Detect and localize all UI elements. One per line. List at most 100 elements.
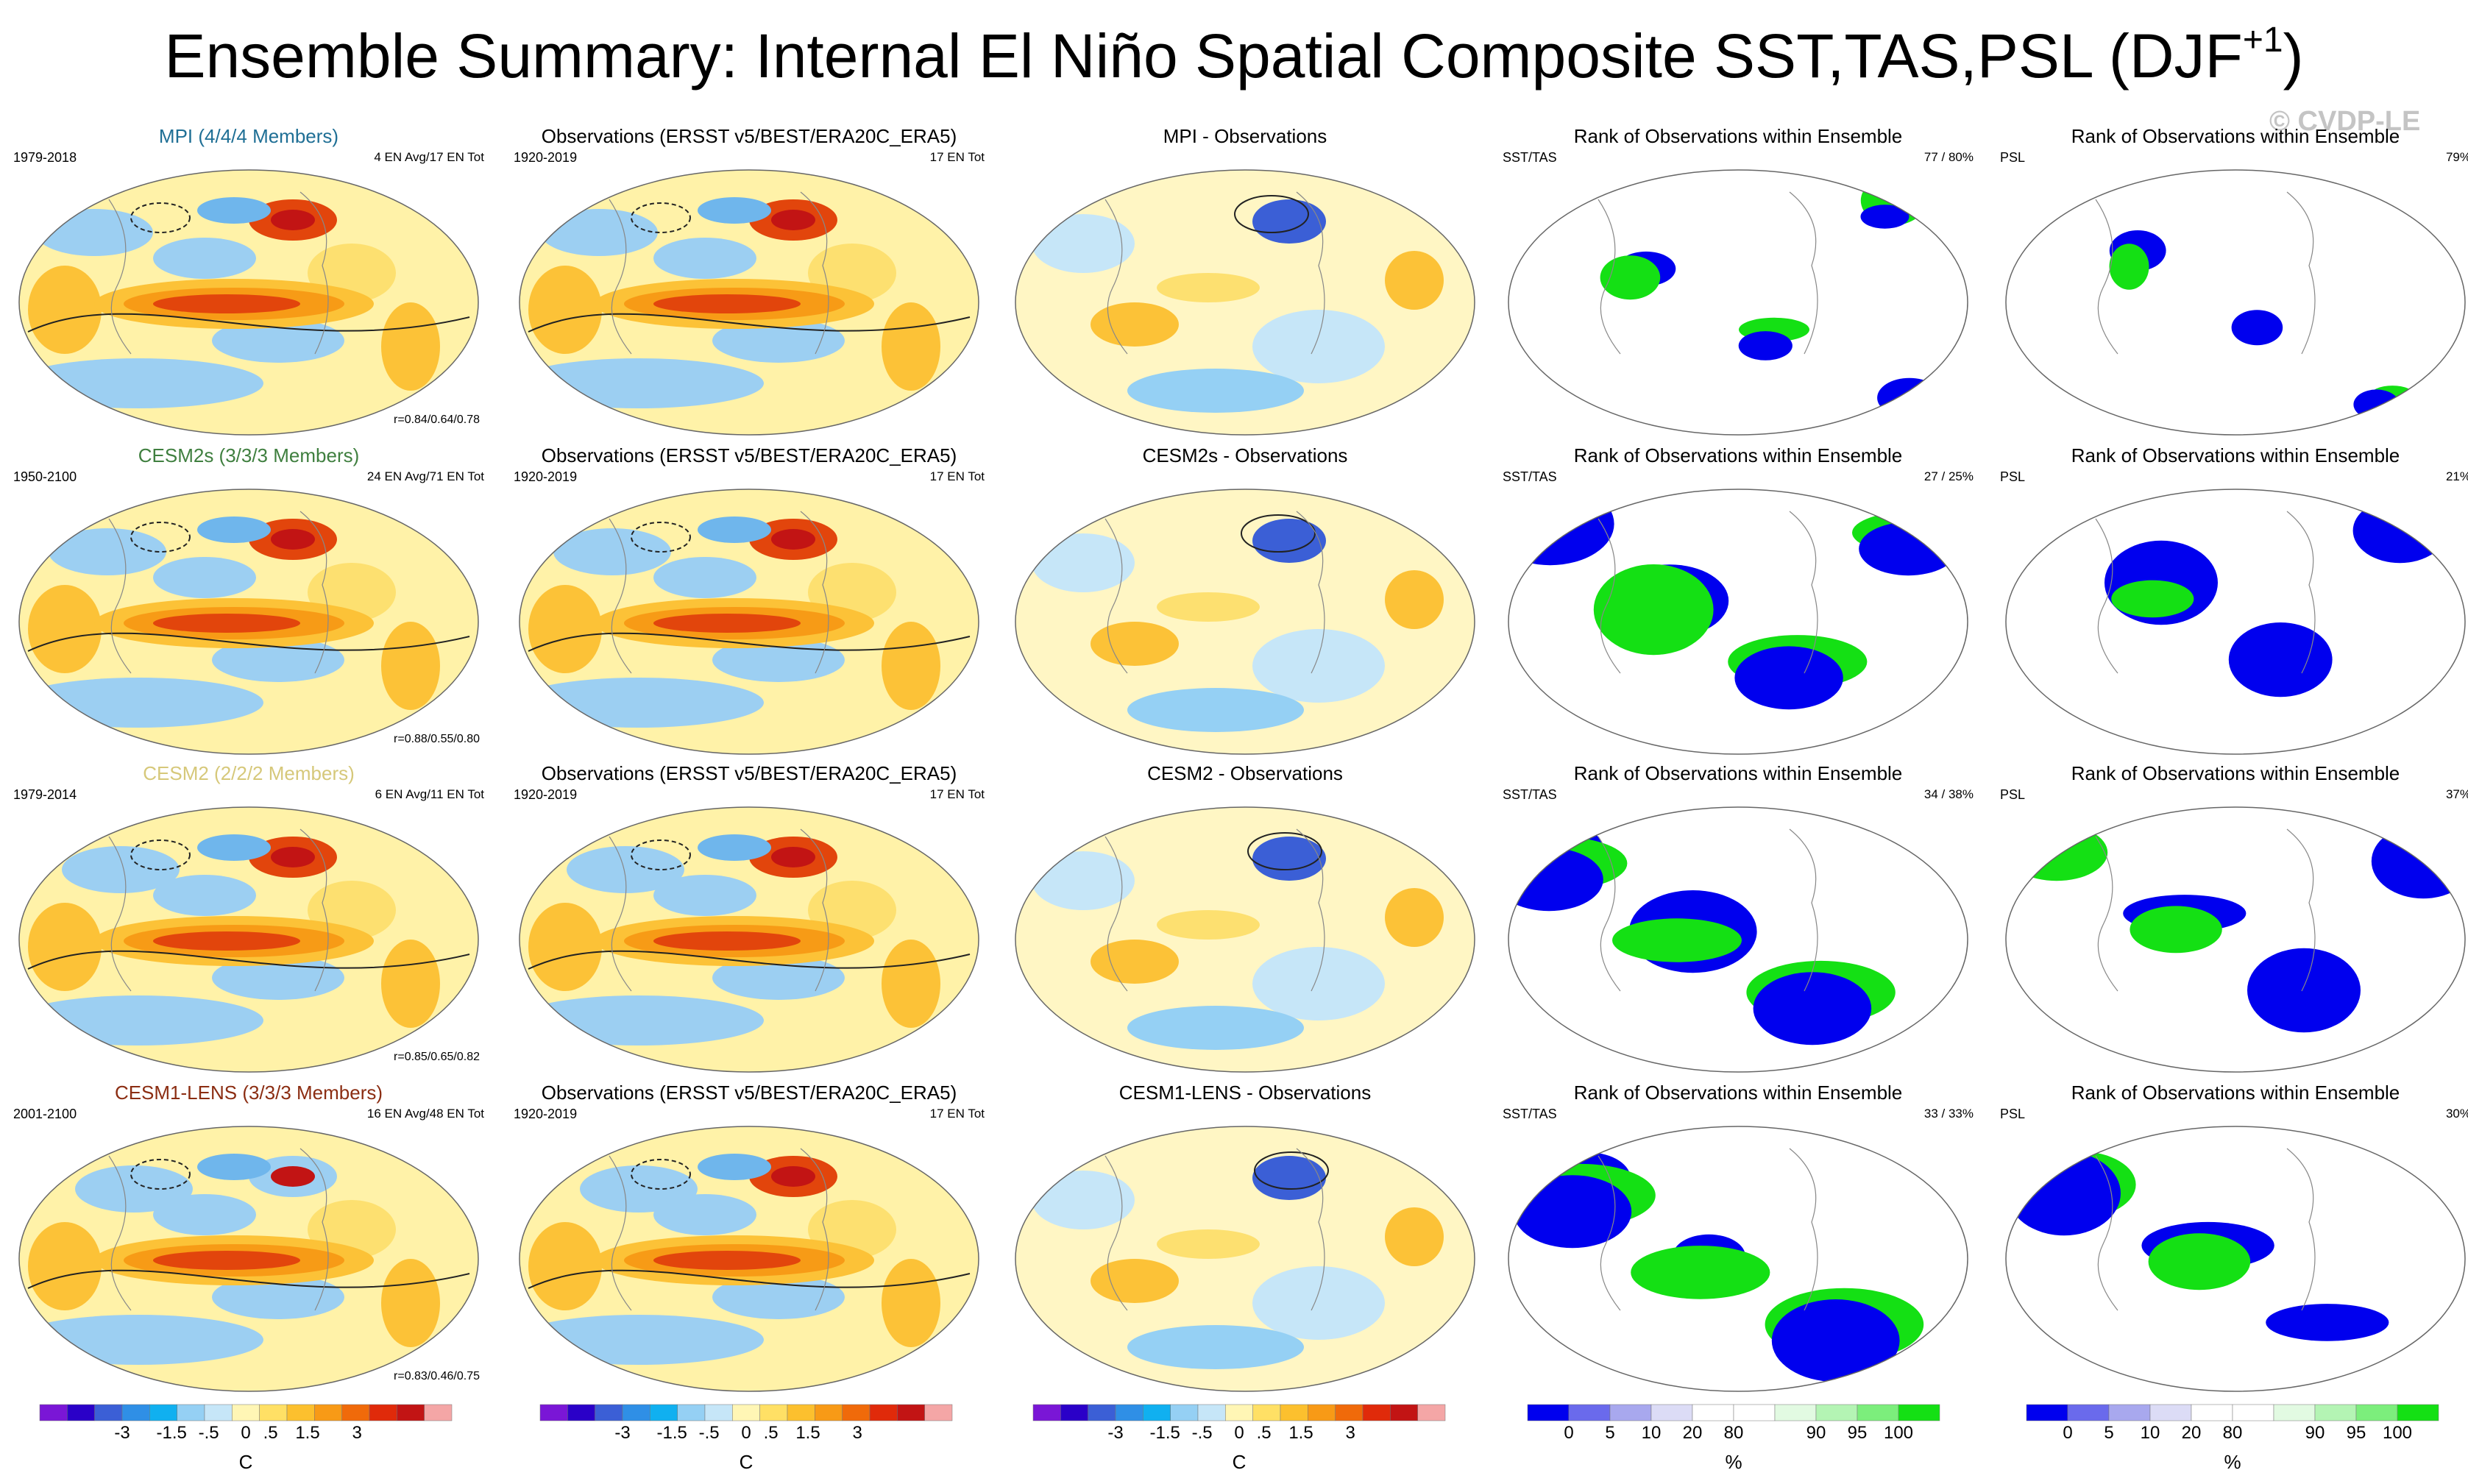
world-map-rank_psl bbox=[2005, 1126, 2466, 1392]
world-map-rank_sst bbox=[1508, 806, 1968, 1073]
anomaly-region bbox=[1127, 688, 1304, 732]
panel-years: 1920-2019 bbox=[514, 1107, 578, 1121]
colorbar-swatch bbox=[2067, 1404, 2110, 1421]
rank-region bbox=[2109, 244, 2149, 290]
panel-title: Rank of Observations within Ensemble bbox=[1573, 1082, 1903, 1104]
world-map-diff bbox=[1015, 806, 1475, 1073]
colorbar-swatch bbox=[67, 1404, 95, 1421]
colorbar-swatch bbox=[1568, 1404, 1611, 1421]
colorbar-tick-label: 95 bbox=[2347, 1423, 2366, 1443]
panel-rank-percent: 33 / 33% bbox=[1923, 1107, 1974, 1121]
colorbar-tick-label: 10 bbox=[2141, 1423, 2160, 1443]
rank-region bbox=[2266, 1304, 2389, 1341]
map-outline bbox=[1015, 169, 1475, 436]
colorbar-tick-label: -1.5 bbox=[1150, 1423, 1180, 1443]
colorbar-units: C bbox=[238, 1451, 253, 1473]
panel-rank_psl: Rank of Observations within Ensemble PSL 2… bbox=[2000, 444, 2468, 755]
panel-model: CESM2 (2/2/2 Members) 1979-2014 6 EN Avg/1… bbox=[13, 762, 484, 1073]
panel-title: Rank of Observations within Ensemble bbox=[2071, 1082, 2400, 1104]
psl-contour bbox=[130, 522, 191, 553]
anomaly-region bbox=[520, 678, 764, 728]
colorbar-swatch bbox=[732, 1404, 760, 1421]
anomaly-region bbox=[771, 847, 815, 867]
rank-region bbox=[1859, 522, 1958, 576]
anomaly-region bbox=[1032, 851, 1135, 910]
coastline bbox=[1598, 191, 1818, 355]
map-outline bbox=[2005, 489, 2466, 755]
colorbar-tick-label: -.5 bbox=[699, 1423, 720, 1443]
anomaly-region bbox=[1157, 592, 1260, 622]
panel-event-count: 16 EN Avg/48 EN Tot bbox=[366, 1107, 484, 1121]
colorbar-swatch bbox=[1088, 1404, 1116, 1421]
colorbar-tick-label: .5 bbox=[1257, 1423, 1272, 1443]
coastline bbox=[1598, 511, 1818, 674]
colorbar-swatch bbox=[567, 1404, 595, 1421]
coastline bbox=[1598, 1148, 1818, 1311]
colorbar-swatch bbox=[1225, 1404, 1253, 1421]
colorbar-swatch bbox=[2108, 1404, 2151, 1421]
panel-title: Rank of Observations within Ensemble bbox=[2071, 125, 2400, 147]
anomaly-region bbox=[197, 834, 271, 861]
rank-region bbox=[2228, 622, 2333, 697]
panel-diff: MPI - Observations bbox=[1010, 125, 1481, 436]
anomaly-region bbox=[271, 210, 315, 230]
anomaly-region bbox=[1091, 1259, 1179, 1303]
colorbar-tick-label: -3 bbox=[114, 1423, 130, 1443]
colorbar-tick-label: 90 bbox=[1806, 1423, 1826, 1443]
panel-model: CESM1-LENS (3/3/3 Members) 2001-2100 16 EN… bbox=[13, 1082, 484, 1392]
panel-pattern-correlation: r=0.85/0.65/0.82 bbox=[394, 1051, 480, 1063]
coastline bbox=[609, 1148, 829, 1311]
colorbar-swatch bbox=[259, 1404, 288, 1421]
colorbar-swatch bbox=[1857, 1404, 1899, 1421]
colorbar-swatch bbox=[1898, 1404, 1940, 1421]
coastline bbox=[609, 191, 829, 355]
panel-rank-percent: 77 / 80% bbox=[1923, 150, 1974, 164]
rank-region bbox=[2353, 389, 2400, 420]
colorbar-tick-label: 3 bbox=[1346, 1423, 1355, 1443]
colorbar-tick-label: -1.5 bbox=[157, 1423, 187, 1443]
colorbar-tick-label: -3 bbox=[1107, 1423, 1123, 1443]
anomaly-region bbox=[1252, 199, 1326, 244]
colorbar-swatch bbox=[1032, 1404, 1061, 1421]
panel-title: CESM2s (3/3/3 Members) bbox=[138, 444, 360, 466]
psl-contour bbox=[528, 1269, 971, 1289]
anomaly-region bbox=[882, 1259, 940, 1347]
panel-title: Rank of Observations within Ensemble bbox=[1573, 444, 1903, 466]
panel-diff: CESM2 - Observations bbox=[1010, 762, 1481, 1073]
colorbar-swatch bbox=[2314, 1404, 2357, 1421]
colorbar-units: % bbox=[1725, 1451, 1742, 1473]
map-outline bbox=[2005, 806, 2466, 1073]
panel-years: 1979-2018 bbox=[13, 150, 77, 165]
anomaly-region bbox=[1032, 214, 1135, 273]
panel-title: Observations (ERSST v5/BEST/ERA20C_ERA5) bbox=[541, 762, 957, 784]
world-map-rank_sst bbox=[1508, 169, 1968, 436]
anomaly-region bbox=[698, 1154, 771, 1180]
map-outline bbox=[1015, 806, 1475, 1073]
coastline bbox=[609, 511, 829, 674]
map-background bbox=[1508, 170, 1968, 435]
world-map-diff bbox=[1015, 489, 1475, 755]
panel-variable-label: PSL bbox=[2000, 150, 2026, 165]
panel-variable-label: PSL bbox=[2000, 787, 2026, 802]
colorbar-swatch bbox=[842, 1404, 870, 1421]
psl-contour bbox=[631, 202, 691, 233]
anomaly-region bbox=[28, 1222, 102, 1310]
colorbar-swatch bbox=[2149, 1404, 2192, 1421]
colorbar-swatch bbox=[1143, 1404, 1171, 1421]
psl-contour bbox=[1241, 514, 1316, 553]
colorbar-swatch bbox=[1650, 1404, 1693, 1421]
panel-rank_sst: Rank of Observations within Ensemble SST/… bbox=[1503, 762, 1974, 1073]
anomaly-region bbox=[1252, 519, 1326, 563]
map-background bbox=[1508, 489, 1968, 754]
colorbar-tick-label: 80 bbox=[1724, 1423, 1744, 1443]
coastline bbox=[1104, 828, 1325, 992]
psl-contour bbox=[631, 1159, 691, 1190]
coastline bbox=[1104, 511, 1325, 674]
panel-title: CESM1-LENS - Observations bbox=[1118, 1082, 1372, 1104]
coastline bbox=[108, 1148, 329, 1311]
colorbar-swatch bbox=[1417, 1404, 1446, 1421]
colorbar-tick-label: 0 bbox=[1564, 1423, 1573, 1443]
colorbar-tick-label: 0 bbox=[741, 1423, 751, 1443]
colorbar-tick-label: 20 bbox=[2182, 1423, 2202, 1443]
rank-region bbox=[1771, 1299, 1900, 1382]
